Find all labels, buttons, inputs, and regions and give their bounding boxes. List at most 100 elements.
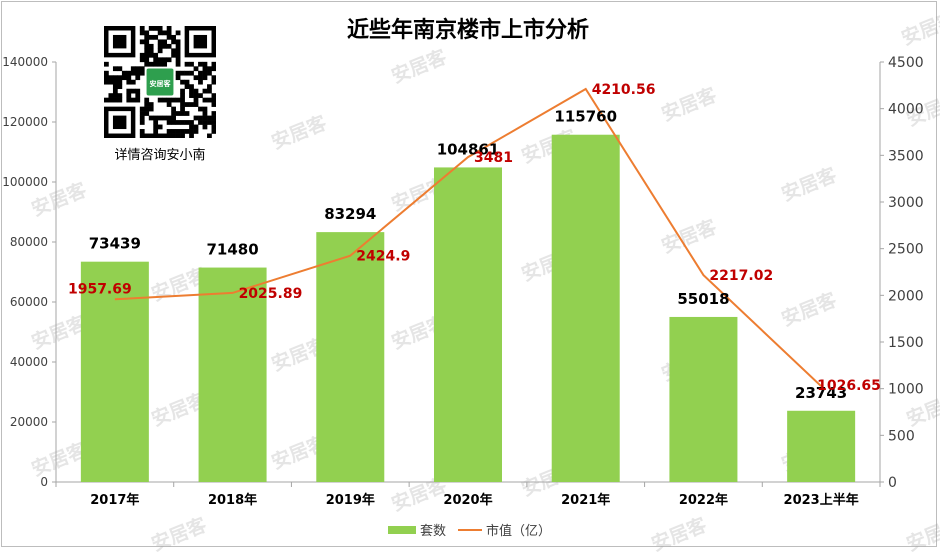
- qr-module: [175, 43, 181, 49]
- qr-module: [144, 106, 150, 112]
- qr-module: [207, 88, 212, 94]
- qr-module: [207, 120, 212, 125]
- qr-module: [162, 39, 168, 45]
- qr-module: [153, 133, 159, 139]
- qr-module: [139, 129, 145, 134]
- right-axis-tick-label: 1500: [888, 335, 924, 351]
- qr-module: [157, 115, 163, 121]
- qr-module: [135, 70, 141, 76]
- qr-module: [162, 133, 168, 139]
- qr-module: [184, 120, 190, 125]
- bar: [551, 134, 620, 482]
- qr-module: [157, 133, 163, 139]
- qr-module: [108, 79, 114, 85]
- qr-finder-core: [112, 115, 127, 130]
- bar-value-label: 73439: [89, 235, 141, 253]
- qr-module: [144, 52, 150, 58]
- qr-module: [126, 88, 132, 94]
- qr-module: [189, 84, 194, 90]
- qr-code-block: 安居客 详情咨询安小南: [104, 26, 217, 163]
- qr-module: [211, 79, 217, 85]
- qr-module: [135, 75, 141, 81]
- line-value-label: 1957.69: [68, 281, 132, 297]
- right-axis-tick-label: 4500: [888, 55, 924, 71]
- qr-module: [157, 48, 163, 54]
- line-series-path: [114, 87, 822, 387]
- qr-module: [153, 124, 159, 130]
- qr-module: [180, 88, 185, 94]
- qr-module: [171, 39, 176, 45]
- qr-module: [121, 75, 127, 81]
- qr-module: [175, 133, 181, 139]
- qr-module: [166, 133, 172, 139]
- qr-module: [198, 115, 203, 121]
- qr-module: [166, 57, 172, 63]
- qr-module: [189, 102, 194, 107]
- line-value-label: 2025.89: [239, 286, 303, 302]
- qr-module: [211, 115, 217, 121]
- qr-module: [207, 70, 212, 76]
- qr-badge-label: 安居客: [150, 79, 172, 88]
- qr-module: [166, 102, 172, 107]
- qr-module: [166, 43, 172, 49]
- qr-module: [184, 129, 190, 134]
- line-series: [114, 87, 822, 387]
- right-axis-tick-label: 500: [888, 428, 915, 444]
- qr-module: [117, 75, 123, 81]
- legend-bar-swatch: [388, 526, 416, 534]
- qr-module: [162, 57, 168, 63]
- qr-module: [193, 129, 199, 134]
- x-axis-category-label: 2023上半年: [784, 492, 859, 508]
- qr-module: [211, 102, 217, 107]
- line-value-label: 3481: [474, 150, 513, 166]
- qr-center-badge: [146, 68, 174, 96]
- right-axis-tick-label: 2000: [888, 288, 924, 304]
- qr-module: [184, 84, 190, 90]
- qr-module: [144, 61, 150, 67]
- qr-module: [207, 115, 212, 121]
- qr-module: [184, 102, 190, 107]
- qr-module: [139, 39, 145, 45]
- qr-module: [193, 88, 199, 94]
- qr-module: [126, 93, 132, 98]
- qr-module: [193, 102, 199, 107]
- qr-module: [180, 97, 185, 103]
- x-axis-category-label: 2017年: [90, 492, 139, 508]
- qr-module: [184, 79, 190, 85]
- qr-module: [162, 97, 168, 103]
- qr-module: [175, 48, 181, 54]
- qr-module: [153, 120, 159, 125]
- legend-line-label: 市值（亿）: [486, 523, 551, 539]
- qr-module: [211, 66, 217, 72]
- qr-module: [189, 120, 194, 125]
- bar-value-label: 55018: [677, 290, 729, 308]
- qr-module: [117, 97, 123, 103]
- qr-finder-core: [193, 34, 208, 49]
- qr-module: [162, 115, 168, 121]
- qr-module: [198, 120, 203, 125]
- qr-module: [144, 97, 150, 103]
- qr-module: [184, 61, 190, 67]
- axes: 0 20000 40000 60000 80000 100000 120000 140000 0…: [2, 55, 923, 508]
- qr-module: [130, 88, 136, 94]
- qr-module: [211, 129, 217, 134]
- left-axis-tick-label: 100000: [2, 175, 48, 189]
- qr-code-icon: 安居客: [104, 26, 217, 139]
- qr-module: [157, 57, 163, 63]
- qr-module: [171, 115, 176, 121]
- qr-module: [139, 115, 145, 121]
- qr-module: [207, 133, 212, 139]
- qr-module: [108, 97, 114, 103]
- qr-module: [104, 97, 109, 103]
- qr-module: [117, 66, 123, 72]
- bar-value-label: 23743: [795, 384, 847, 402]
- qr-module: [171, 111, 176, 116]
- right-axis-tick-label: 1000: [888, 382, 924, 398]
- qr-module: [144, 39, 150, 45]
- qr-module: [202, 106, 208, 112]
- qr-module: [207, 97, 212, 103]
- qr-module: [198, 75, 203, 81]
- qr-module: [175, 70, 181, 76]
- left-axis-tick-label: 80000: [10, 235, 48, 249]
- qr-module: [139, 111, 145, 116]
